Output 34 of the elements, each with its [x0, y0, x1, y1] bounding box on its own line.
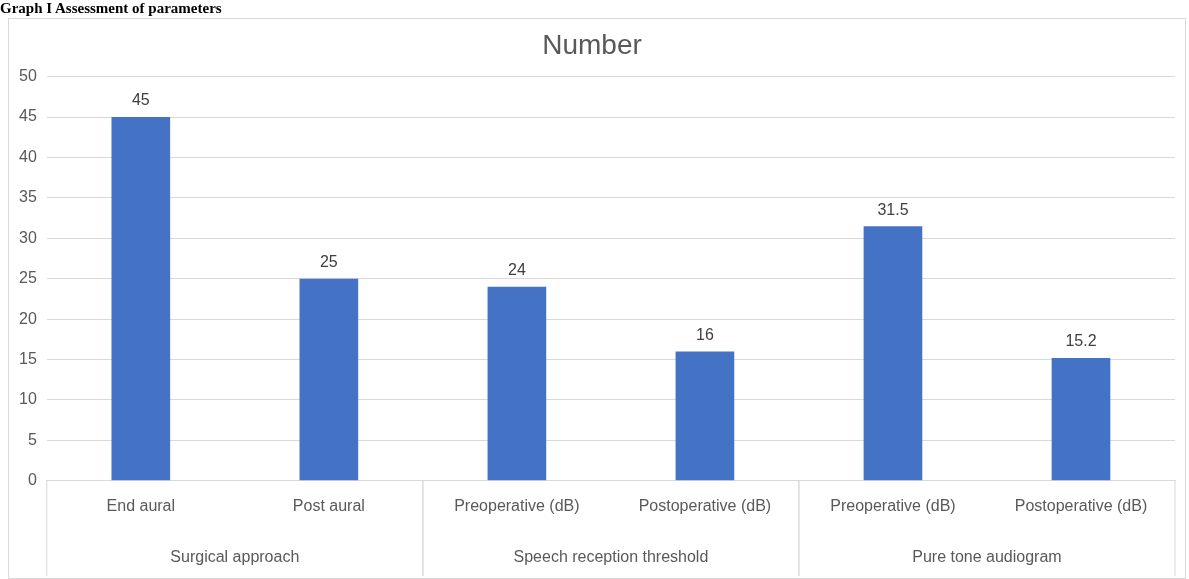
y-tick-label: 10 [19, 390, 37, 408]
y-tick-label: 0 [27, 471, 37, 489]
y-tick-label: 35 [19, 188, 37, 206]
bar [487, 286, 547, 481]
x-tick-label: Post aural [292, 496, 365, 514]
bar [675, 351, 735, 481]
x-tick-label: Preoperative (dB) [454, 496, 580, 514]
data-label: 16 [696, 325, 714, 343]
data-label: 15.2 [1065, 332, 1097, 350]
x-tick-label: Preoperative (dB) [830, 496, 956, 514]
data-label: 31.5 [877, 200, 909, 218]
y-tick-label: 15 [19, 349, 37, 367]
bar [111, 117, 171, 481]
text: Surgical approach [170, 548, 300, 566]
y-tick-label: 5 [27, 430, 37, 448]
y-tick-label: 50 [19, 67, 37, 85]
y-tick-label: 30 [19, 228, 37, 246]
x-tick-label: Postoperative (dB) [638, 496, 772, 514]
bar [863, 226, 923, 481]
text: Speech reception threshold [513, 548, 709, 566]
chart-subtitle: Number [542, 28, 642, 60]
x-tick-label: Postoperative (dB) [1014, 496, 1148, 514]
chart-title: Graph I Assessment of parameters [0, 0, 223, 18]
y-tick-label: 25 [19, 269, 37, 287]
y-tick-label: 40 [19, 147, 37, 165]
bar [299, 278, 359, 481]
x-tick-label: End aural [106, 496, 176, 514]
y-tick-label: 20 [19, 309, 37, 327]
y-tick-label: 45 [19, 107, 37, 125]
data-label: 45 [131, 91, 150, 109]
text: Pure tone audiogram [912, 548, 1062, 566]
data-label: 25 [319, 253, 338, 271]
bar [1051, 357, 1111, 481]
data-label: 24 [507, 261, 526, 279]
